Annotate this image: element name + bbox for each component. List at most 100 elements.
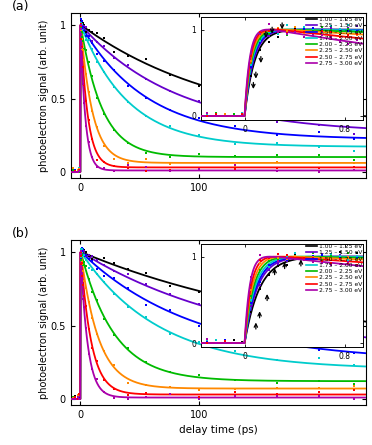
Point (143, 155, 149, 162)
Point (70, 169, 76, 176)
Point (70, 396, 76, 403)
Point (75, 169, 81, 176)
Point (110, 55, 116, 62)
Point (352, 147, 357, 154)
Point (78, 254, 84, 261)
Point (75, 396, 81, 403)
Point (316, 378, 322, 385)
Point (81, 278, 87, 285)
Point (89, 253, 95, 260)
Point (274, 92, 280, 99)
Point (274, 338, 280, 345)
Point (125, 83, 131, 90)
Point (78, 247, 84, 254)
Point (76, 394, 82, 401)
Point (70, 394, 76, 401)
Point (274, 139, 280, 146)
Point (75, 169, 81, 176)
Point (274, 159, 280, 166)
Point (125, 266, 131, 273)
Point (70, 395, 76, 402)
Point (78, 250, 84, 257)
Point (81, 251, 87, 259)
Text: (b): (b) (12, 227, 29, 240)
Point (125, 61, 131, 69)
Point (83, 256, 89, 263)
Point (80, 64, 86, 71)
Point (125, 303, 131, 311)
Point (81, 45, 87, 52)
Point (232, 122, 238, 129)
Point (232, 90, 238, 97)
Point (86, 116, 92, 123)
Point (76, 396, 82, 403)
Point (81, 29, 87, 36)
Point (78, 22, 84, 29)
Point (80, 295, 86, 303)
Point (94, 51, 100, 58)
Point (94, 156, 100, 163)
Point (86, 264, 92, 271)
Point (86, 89, 92, 96)
Point (232, 385, 238, 392)
Point (83, 122, 89, 129)
Point (79, 27, 85, 34)
Point (89, 365, 95, 372)
Point (316, 319, 322, 326)
Point (83, 251, 89, 259)
Point (76, 166, 82, 174)
Point (316, 143, 322, 150)
Point (94, 29, 100, 36)
Point (143, 358, 149, 365)
Point (80, 20, 86, 27)
Point (167, 384, 173, 391)
Point (80, 247, 86, 255)
Point (110, 267, 116, 274)
Point (167, 154, 173, 161)
Point (101, 142, 107, 150)
Point (352, 136, 357, 143)
Point (78, 27, 84, 34)
Point (110, 275, 116, 282)
Point (232, 348, 238, 355)
Point (110, 126, 116, 133)
Point (78, 251, 84, 258)
Point (81, 99, 87, 106)
Point (143, 163, 149, 170)
Point (110, 67, 116, 74)
Point (232, 162, 238, 169)
Point (78, 245, 84, 252)
Point (101, 165, 107, 172)
Point (143, 75, 149, 82)
Point (143, 56, 149, 63)
Point (274, 309, 280, 316)
Point (125, 161, 131, 168)
Point (110, 260, 116, 267)
Point (78, 21, 84, 28)
Point (94, 38, 100, 45)
Point (79, 272, 85, 279)
Point (73, 169, 78, 176)
Point (86, 350, 92, 357)
Point (78, 24, 84, 31)
Point (316, 389, 322, 396)
Point (70, 169, 76, 176)
Point (125, 345, 131, 352)
Point (78, 24, 84, 31)
Point (89, 153, 95, 160)
Point (78, 44, 84, 52)
Point (94, 296, 100, 303)
Point (86, 276, 92, 283)
Point (76, 395, 82, 402)
Point (94, 330, 100, 337)
Point (167, 71, 173, 78)
Point (316, 169, 322, 176)
Point (75, 394, 81, 401)
Point (316, 151, 322, 158)
Point (86, 255, 92, 262)
Point (196, 288, 202, 295)
Text: H₂O: H₂O (248, 18, 270, 28)
Point (196, 164, 202, 171)
Point (94, 58, 100, 65)
Point (167, 391, 173, 398)
